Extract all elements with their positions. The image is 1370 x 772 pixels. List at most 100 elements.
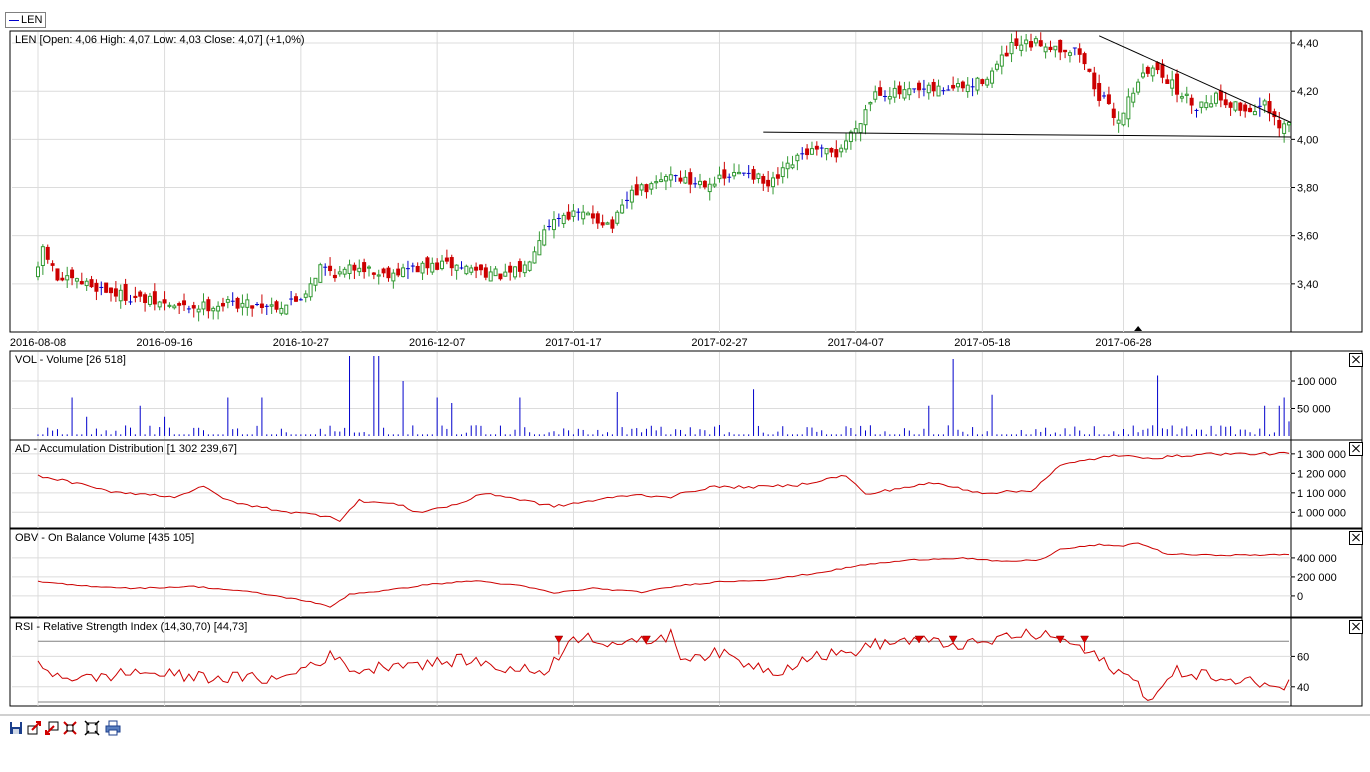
candle-body-up [342,268,347,275]
zoom-in-button[interactable] [25,719,41,735]
fullscreen-button[interactable] [83,719,100,736]
legend-tab-len[interactable]: LEN [5,12,47,28]
candle-body-down [1189,97,1194,106]
candle-body-up [936,85,941,97]
candle-body-up [337,271,342,275]
candle-body-up [863,109,868,126]
candle-body-down [566,211,571,220]
candle-body-down [444,257,449,262]
close-obv-panel-button[interactable] [1349,531,1363,545]
candle-body-up [532,251,537,264]
ad-panel-y-tick-label: 1 000 000 [1297,507,1346,519]
candle-body-down [259,303,264,308]
obv-panel-y-tick-label: 200 000 [1297,572,1337,584]
print-icon [105,720,121,736]
candle-body-down [634,184,639,196]
candle-body-down [498,273,503,280]
candle-body-up [1067,52,1072,56]
candle-body-up [620,204,625,214]
ad-panel-title: AD - Accumulation Distribution [1 302 23… [15,443,237,455]
rsi-panel-title: RSI - Relative Strength Index (14,30,70)… [15,621,247,633]
candle-body-down [425,257,430,269]
candle-body-up [1009,42,1014,55]
candle-body-down [688,172,693,185]
close-rsi-panel-button[interactable] [1349,620,1363,634]
ad-panel-y-tick-label: 1 200 000 [1297,468,1346,480]
rsi-overbought-marker [1080,635,1089,644]
candle-body-up [629,189,634,203]
candle-body-up [717,174,722,180]
candle-body-down [600,222,605,226]
candle-body-down [70,269,75,279]
candle-body-down [517,261,522,272]
candle-body-up [1179,96,1184,99]
obv-panel-title: OBV - On Balance Volume [435 105] [15,532,194,544]
candle-body-up [1170,79,1175,89]
legend-symbol: LEN [21,14,43,26]
ad-series-line [37,451,1290,523]
candle-body-up [430,262,435,273]
candle-body-down [761,176,766,184]
candle-body-down [678,177,683,182]
print-button[interactable] [104,719,121,736]
candle-body-up [36,266,40,278]
candle-body-down [449,257,454,269]
x-tick-label: 2016-10-27 [273,337,329,349]
save-button[interactable] [7,719,23,735]
fullscreen-icon [84,720,100,736]
ad-panel-y-tick-label: 1 300 000 [1297,449,1346,461]
candle-body-down [371,272,376,275]
candle-body-up [1282,123,1287,134]
candle-body-down [951,84,956,89]
candle-body-up [659,179,664,183]
candle-body-down [1218,90,1223,101]
candle-body-down [220,302,225,307]
candle-body-down [702,180,707,188]
candle-body-up [975,77,980,91]
candle-body-up [581,211,586,220]
candle-body-up [225,299,230,303]
price-y-tick-label: 4,00 [1297,134,1318,146]
price-panel: 3,40 3,60 3,80 4,00 4,20 4,40 LEN [Open: 4,06 … [9,30,1363,333]
candle-body-down [722,169,727,179]
candle-body-down [766,179,771,187]
candle-body-up [839,147,844,153]
candle-body-up [279,307,284,314]
zoom-out-button[interactable] [43,719,59,735]
candle-body-up [736,171,741,175]
candle-body-up [712,183,717,187]
fit-button[interactable] [61,719,77,735]
candle-body-up [902,89,907,99]
support-trendline [763,131,1012,136]
candle-body-up [84,280,89,287]
candle-body-up [1053,45,1058,51]
resistance-trendline [1098,35,1292,123]
candle-body-down [931,81,936,92]
candle-body-up [1287,122,1291,126]
price-y-tick-label: 4,20 [1297,86,1318,98]
candle-body-up [196,308,201,313]
candle-body-down [814,145,819,150]
close-ad-panel-button[interactable] [1349,442,1363,456]
candle-body-up [513,266,518,278]
close-vol-panel-button[interactable] [1349,353,1363,367]
candle-body-down [1092,72,1097,90]
candle-body-down [1223,99,1228,106]
candle-body-up [313,277,318,286]
obv-panel: 0 200 000 400 000 OBV - On Balance Volume [… [9,528,1363,618]
price-y-tick-label: 3,60 [1297,231,1318,243]
candle-body-up [245,299,250,308]
candle-body-up [785,162,790,170]
candle-body-down [113,288,118,297]
candle-body-down [1243,104,1248,112]
rsi-overbought-marker [914,635,924,644]
candle-body-down [834,149,839,158]
candle-body-down [177,303,182,306]
candle-body-up [649,183,654,190]
candle-body-up [615,211,620,224]
candle-body-up [167,304,172,307]
candle-body-down [109,287,114,294]
candle-body-down [751,169,756,180]
candle-body-up [118,289,123,302]
candle-body-up [211,307,216,312]
